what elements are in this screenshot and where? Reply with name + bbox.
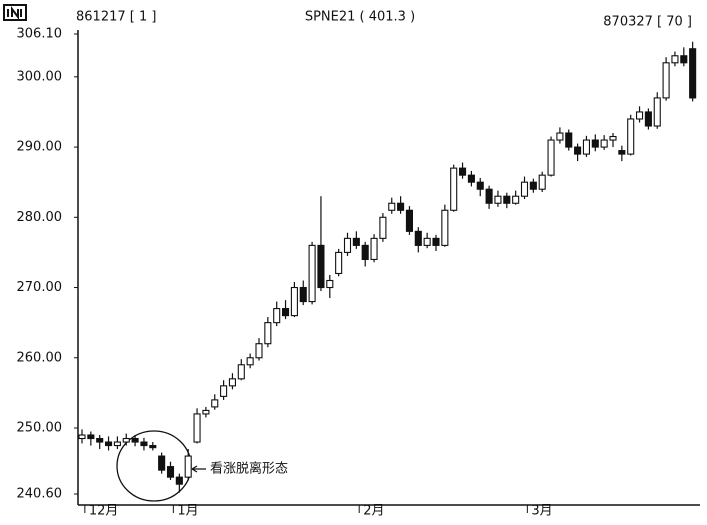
y-tick-label: 250.00 [17,420,63,435]
candle-body [467,174,475,183]
candle-body [520,181,529,197]
candle-body [343,237,352,253]
end-label: 870327 [ 70 ] [603,15,692,30]
candle-body [317,244,325,289]
candle-body [538,174,546,190]
y-tick-label: 260.00 [17,350,63,365]
candle-body [512,195,520,204]
candle-body [582,139,591,155]
candle-body [635,111,644,120]
candle-body [423,237,431,246]
candle-body [574,146,582,155]
x-tick-label: 3月 [531,504,552,519]
candle-body [458,167,467,176]
candle-body [441,209,449,246]
annotation-arrow [191,465,206,473]
candle-body [184,455,192,478]
candle-body [370,237,378,260]
candle-body [299,286,307,303]
candle-body [547,139,555,176]
candle-body [149,444,157,449]
candle-body [166,466,175,478]
candle-body [644,111,652,127]
annotation: 看涨脱离形态 [210,461,288,477]
candle-body [131,437,139,443]
candle-body [202,409,210,415]
candle-body [273,308,281,324]
candle-body [485,188,493,204]
start-label: 861217 [ 1 ] [76,10,156,25]
candle-body [308,244,316,303]
candle-body [193,413,201,443]
candle-body [689,48,697,99]
y-tick-label: 240.60 [17,487,63,502]
candle-body [228,378,236,387]
candle-body [600,139,608,148]
candle-body [96,437,104,443]
x-tick-label: 2月 [363,504,384,519]
candle-body [352,237,360,246]
candle-body [326,279,334,289]
candle-body [281,308,290,317]
candle-body [671,55,679,64]
candle-body [414,230,422,246]
y-tick-label: 290.00 [17,140,63,155]
candle-body [246,357,254,366]
chart-title: SPNE21 ( 401.3 ) [305,10,415,25]
candle-body [388,202,396,211]
candle-body [113,441,121,447]
candle-body [379,216,387,239]
y-tick-label: 300.00 [17,69,63,84]
y-tick-label: 270.00 [17,280,63,295]
candle-body [556,132,564,141]
candle-body [565,132,573,148]
candle-body [237,364,245,380]
candle-body [618,150,626,155]
candle-body [662,62,670,99]
y-tick-label: 306.10 [17,27,63,42]
candle-body [494,195,502,204]
candle-body [609,135,617,141]
candle-body [680,55,688,64]
candle-body [140,441,148,447]
candle-body [211,399,219,408]
candle-body [653,97,661,127]
candle-body [335,251,343,275]
candle-body [397,202,405,211]
candle-body [175,476,183,485]
candle-body [122,437,130,443]
logo-mark [7,6,22,20]
candle-body [529,181,537,190]
candle-body [105,441,113,447]
candle-body [255,343,263,359]
candle-body [627,118,635,155]
x-tick-label: 12月 [89,504,119,519]
candle-body [476,181,484,190]
candle-body [264,322,272,345]
candle-body [290,286,298,317]
candle-body [405,209,414,232]
candle-body [361,244,369,260]
candle-body [87,434,95,440]
candle-body [220,385,228,397]
candle-body [450,167,458,211]
candle-body [503,195,511,204]
y-tick-label: 280.00 [17,210,63,225]
candle-body [432,237,440,246]
candle-body [158,455,166,471]
candle-body [78,434,86,440]
candle-body [591,139,599,148]
x-tick-label: 1月 [177,504,198,519]
